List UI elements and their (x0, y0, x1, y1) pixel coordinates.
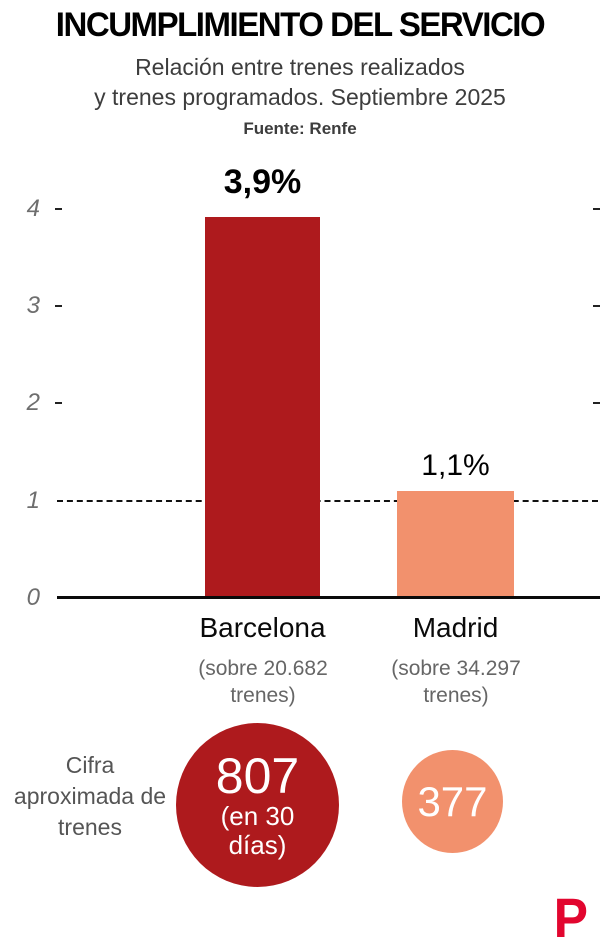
bar-barcelona (205, 217, 320, 596)
chart-subtitle: Relación entre trenes realizados y trene… (0, 52, 600, 112)
left-tick-2 (55, 402, 62, 404)
ytick-label-4: 4 (26, 195, 40, 222)
ytick-label-3: 3 (26, 292, 40, 319)
right-tick-3 (593, 305, 600, 307)
approx-trains-label: Cifra aproximada de trenes (13, 752, 167, 840)
circle-madrid-value: 377 (417, 777, 488, 825)
left-tick-3 (55, 305, 62, 307)
category-sublabel-barcelona: (sobre 20.682 trenes) (198, 657, 328, 707)
circle-barcelona-note: (en 30 días) (220, 801, 295, 860)
right-tick-4 (593, 208, 600, 210)
value-label-madrid: 1,1% (421, 449, 490, 482)
circle-madrid: 377 (402, 750, 503, 853)
subtitle-line-1: Relación entre trenes realizados (135, 54, 465, 80)
ytick-label-1: 1 (26, 487, 40, 514)
left-tick-4 (55, 208, 62, 210)
subtitle-line-2: y trenes programados. Septiembre 2025 (94, 84, 506, 110)
right-tick-2 (593, 402, 600, 404)
circle-barcelona-value: 807 (215, 748, 300, 804)
category-sublabel-madrid: (sobre 34.297 trenes) (391, 657, 521, 707)
ytick-label-0: 0 (26, 584, 40, 611)
bar-madrid (397, 491, 514, 596)
page-title: INCUMPLIMIENTO DEL SERVICIO (55, 6, 546, 44)
brand-logo-p: P (553, 886, 588, 949)
x-axis-baseline (57, 596, 600, 599)
ytick-label-2: 2 (26, 389, 40, 416)
category-label-madrid: Madrid (412, 612, 499, 643)
category-label-barcelona: Barcelona (199, 612, 326, 643)
reference-line-1pct (57, 500, 598, 502)
value-label-barcelona: 3,9% (223, 163, 302, 201)
circle-barcelona: 807 (en 30 días) (176, 723, 339, 887)
source-note: Fuente: Renfe (243, 119, 357, 138)
